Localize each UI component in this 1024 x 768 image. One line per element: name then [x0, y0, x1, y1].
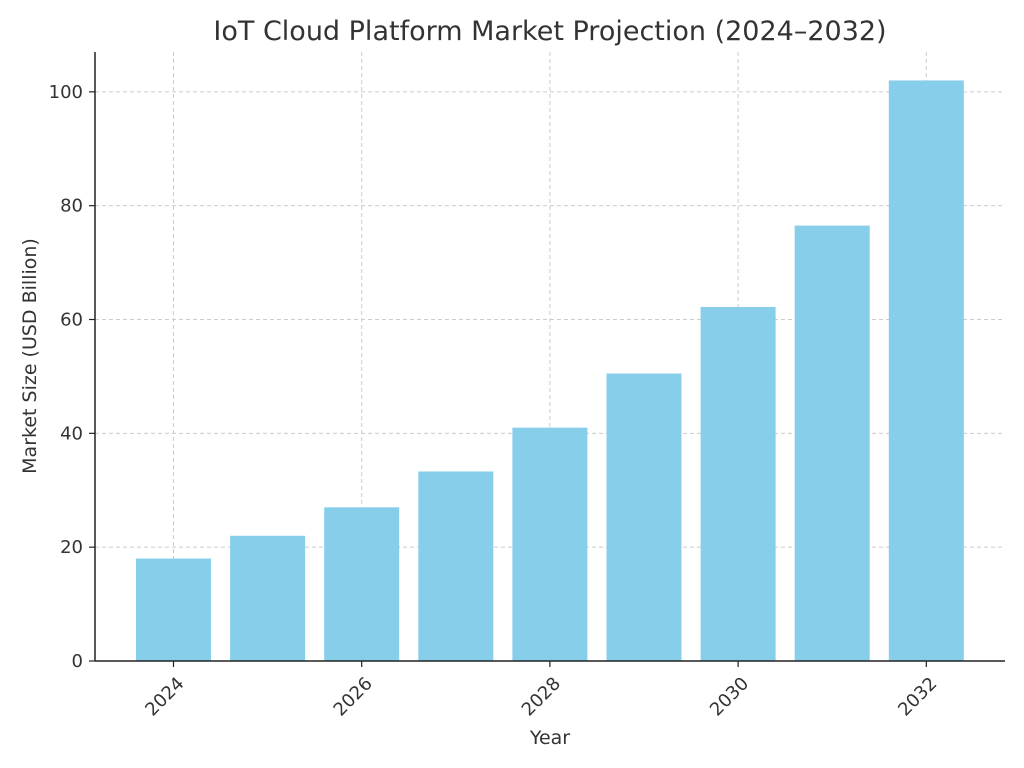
- y-tick-label: 0: [72, 651, 83, 672]
- y-tick-label: 40: [60, 423, 83, 444]
- y-axis-label: Market Size (USD Billion): [19, 238, 41, 474]
- x-tick-label: 2028: [518, 673, 565, 720]
- y-tick-label: 60: [60, 310, 83, 331]
- y-axis-ticks: 0 20 40 60 80 100: [49, 82, 95, 672]
- bar-2028: [512, 427, 588, 661]
- bars: [136, 80, 964, 662]
- bar-2031: [794, 225, 870, 662]
- bar-2032: [888, 80, 964, 661]
- bar-2027: [418, 471, 494, 661]
- y-tick-label: 80: [60, 196, 83, 217]
- y-tick-label: 100: [49, 82, 83, 103]
- chart-title: IoT Cloud Platform Market Projection (20…: [213, 16, 886, 47]
- bar-2025: [230, 535, 306, 661]
- bar-2024: [136, 558, 211, 661]
- x-tick-label: 2030: [706, 673, 753, 720]
- y-tick-label: 20: [60, 537, 83, 558]
- x-axis-ticks: 2024 2026 2028 2030 2032: [141, 661, 941, 720]
- x-tick-label: 2024: [141, 673, 188, 720]
- x-tick-label: 2026: [330, 673, 377, 720]
- x-tick-label: 2032: [894, 673, 941, 720]
- x-axis-label: Year: [529, 727, 570, 749]
- bar-2029: [606, 373, 682, 661]
- bar-2026: [324, 507, 400, 661]
- bar-2030: [700, 306, 776, 661]
